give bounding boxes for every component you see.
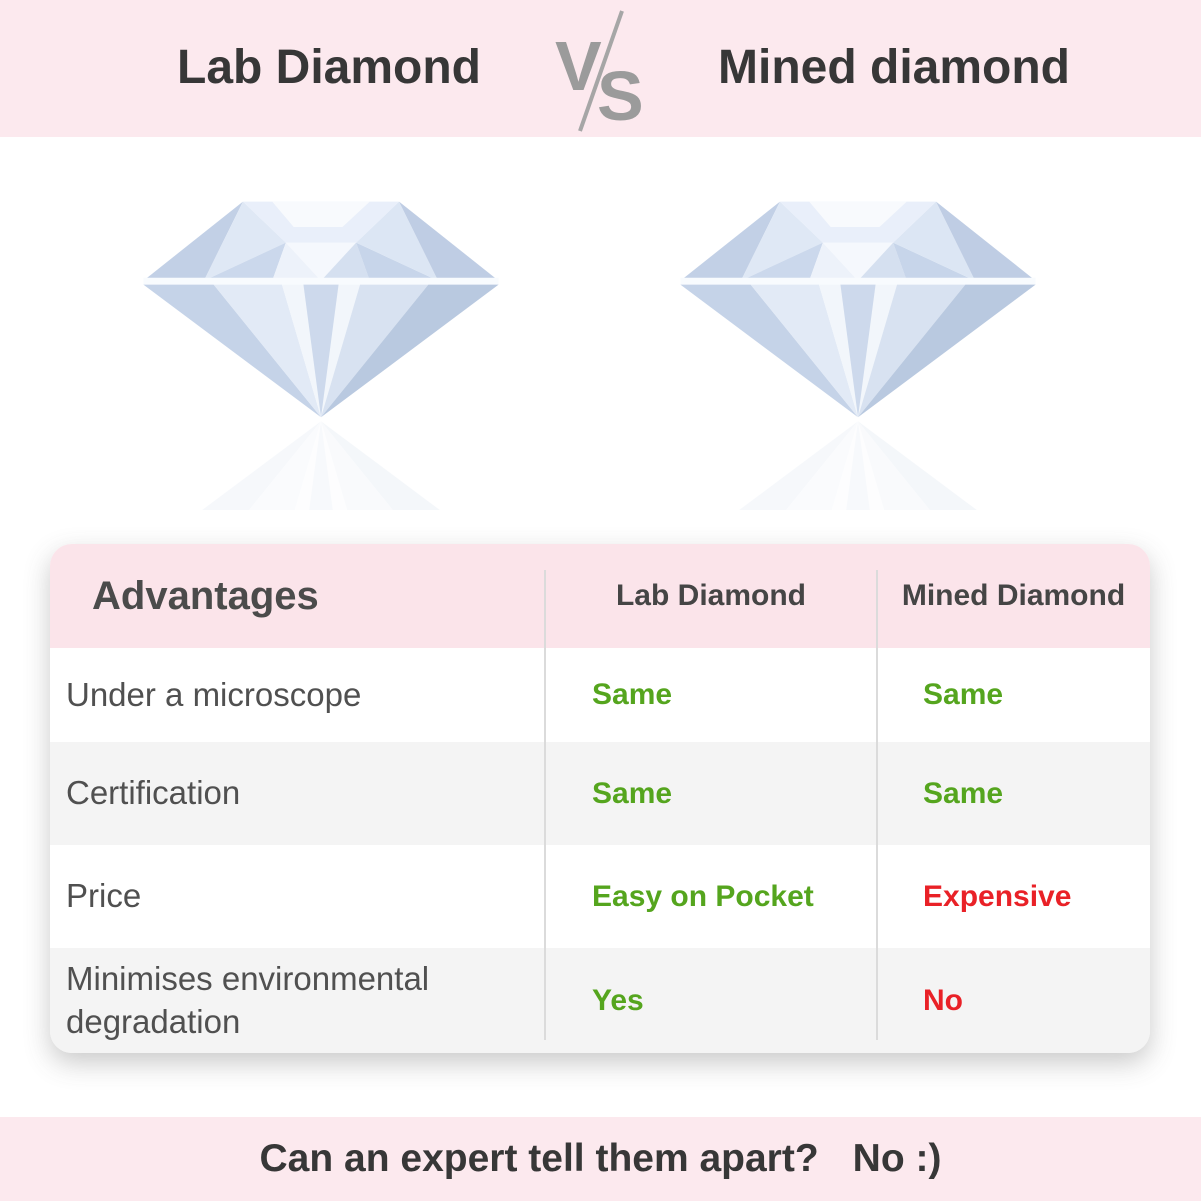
column-divider — [544, 570, 546, 1040]
lab-diamond-title: Lab Diamond — [176, 41, 482, 94]
table-header-row: Advantages Lab Diamond Mined Diamond — [50, 544, 1150, 648]
column-divider — [876, 570, 878, 1040]
footer-answer: No :) — [852, 1137, 942, 1180]
mined-value: Same — [923, 678, 1004, 711]
vs-letter-v: V — [555, 27, 602, 105]
row-label: Minimises environmental degradation — [66, 959, 430, 1040]
header-lab-diamond: Lab Diamond — [615, 579, 806, 612]
table-row: Certification Same Same — [50, 742, 1150, 845]
lab-value: Same — [592, 678, 673, 711]
table-row: Minimises environmental degradation Yes … — [50, 948, 1150, 1053]
table-row: Price Easy on Pocket Expensive — [50, 845, 1150, 948]
lab-value: Same — [592, 776, 673, 810]
header-advantages: Advantages — [92, 573, 319, 618]
mined-value: Same — [923, 776, 1004, 810]
vs-letter-s: S — [597, 57, 644, 134]
table-row: Under a microscope Same Same — [50, 648, 1150, 742]
mined-diamond-image — [680, 201, 1036, 510]
mined-value: Expensive — [923, 879, 1072, 913]
lab-value: Yes — [592, 983, 644, 1017]
footer-question: Can an expert tell them apart? — [259, 1137, 819, 1180]
vs-icon: V S — [555, 10, 644, 134]
mined-value: No — [923, 983, 963, 1017]
lab-value: Easy on Pocket — [592, 879, 814, 913]
top-banner: Lab Diamond V S Mined diamond — [0, 0, 1201, 137]
row-label: Under a microscope — [66, 675, 362, 713]
row-label: Price — [66, 877, 142, 915]
mined-diamond-title: Mined diamond — [718, 41, 1070, 94]
row-label: Certification — [66, 774, 241, 812]
header-mined-diamond: Mined Diamond — [901, 579, 1126, 612]
comparison-table: Advantages Lab Diamond Mined Diamond Und… — [50, 544, 1150, 1053]
footer-banner: Can an expert tell them apart? No :) — [0, 1117, 1201, 1201]
lab-diamond-image — [143, 201, 499, 510]
